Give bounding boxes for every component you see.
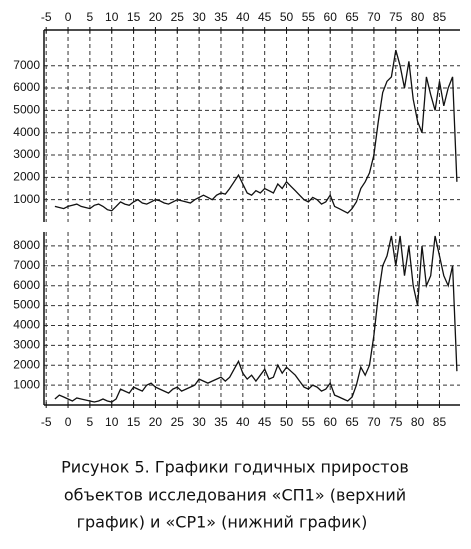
- y-tick-label: 4000: [13, 125, 40, 139]
- x-tick-label: 40: [236, 10, 250, 24]
- x-tick-label: 35: [214, 415, 228, 429]
- y-tick-label: 6000: [13, 278, 40, 292]
- x-tick-label: 70: [367, 415, 381, 429]
- x-tick-label: 10: [105, 415, 119, 429]
- x-tick-label: 30: [192, 415, 206, 429]
- x-tick-label: 55: [302, 415, 316, 429]
- x-tick-label: 45: [258, 10, 272, 24]
- y-tick-label: 7000: [13, 58, 40, 72]
- x-tick-label: 5: [87, 415, 94, 429]
- x-tick-label: 85: [433, 10, 447, 24]
- x-tick-label: 85: [433, 415, 447, 429]
- x-tick-label: 25: [171, 415, 185, 429]
- y-tick-label: 6000: [13, 80, 40, 94]
- y-tick-label: 4000: [13, 318, 40, 332]
- x-tick-label: 55: [302, 10, 316, 24]
- x-tick-label: 5: [87, 10, 94, 24]
- x-tick-label: 40: [236, 415, 250, 429]
- y-tick-label: 2000: [13, 357, 40, 371]
- x-tick-label: -5: [41, 10, 52, 24]
- caption: объектов исследования «СП1» (верхний: [64, 486, 406, 505]
- y-tick-label: 1000: [13, 192, 40, 206]
- x-tick-label: 65: [345, 10, 359, 24]
- y-tick-label: 7000: [13, 258, 40, 272]
- caption: Рисунок 5. Графики годичных приростов: [61, 458, 409, 477]
- y-tick-label: 3000: [13, 338, 40, 352]
- x-tick-label: 20: [149, 10, 163, 24]
- x-tick-label: 35: [214, 10, 228, 24]
- x-tick-label: 65: [345, 415, 359, 429]
- y-tick-label: 5000: [13, 298, 40, 312]
- x-tick-label: 60: [324, 415, 338, 429]
- data-line: [54, 49, 458, 214]
- x-tick-label: 70: [367, 10, 381, 24]
- y-tick-label: 8000: [13, 238, 40, 252]
- y-tick-label: 3000: [13, 147, 40, 161]
- x-tick-label: 75: [389, 415, 403, 429]
- x-tick-label: 0: [65, 415, 72, 429]
- x-tick-label: 30: [192, 10, 206, 24]
- x-tick-label: 60: [324, 10, 338, 24]
- x-tick-label: -5: [41, 415, 52, 429]
- x-tick-label: 25: [171, 10, 185, 24]
- x-tick-label: 15: [127, 415, 141, 429]
- x-tick-label: 15: [127, 10, 141, 24]
- y-tick-label: 5000: [13, 103, 40, 117]
- x-tick-label: 80: [411, 415, 425, 429]
- y-tick-label: 1000: [13, 377, 40, 391]
- caption: график) и «СР1» (нижний график): [77, 513, 368, 532]
- y-tick-label: 2000: [13, 170, 40, 184]
- data-line: [54, 235, 458, 403]
- x-tick-label: 45: [258, 415, 272, 429]
- x-tick-label: 50: [280, 415, 294, 429]
- x-tick-label: 75: [389, 10, 403, 24]
- x-tick-label: 50: [280, 10, 294, 24]
- x-tick-label: 0: [65, 10, 72, 24]
- x-tick-label: 10: [105, 10, 119, 24]
- x-tick-label: 80: [411, 10, 425, 24]
- x-tick-label: 20: [149, 415, 163, 429]
